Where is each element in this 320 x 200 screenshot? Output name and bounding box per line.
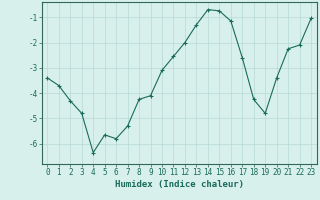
X-axis label: Humidex (Indice chaleur): Humidex (Indice chaleur) <box>115 180 244 189</box>
